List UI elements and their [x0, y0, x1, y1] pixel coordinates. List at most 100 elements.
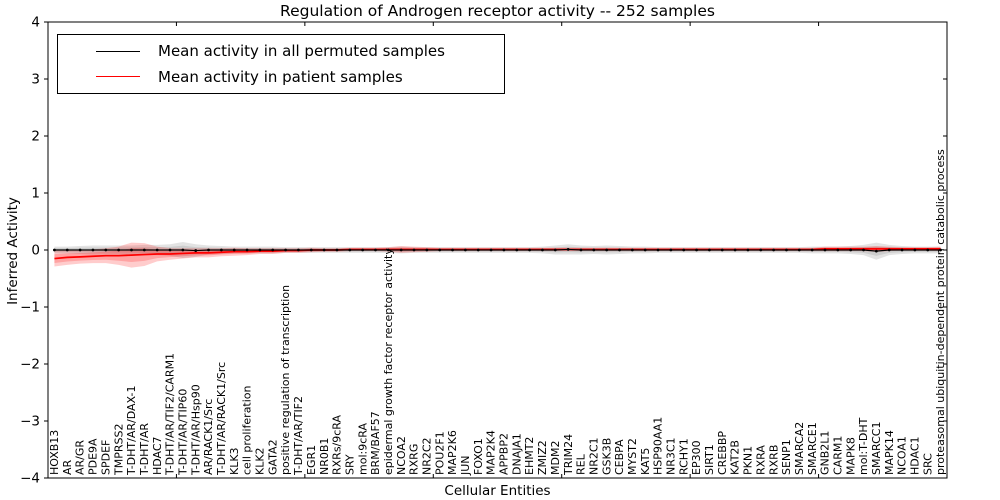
permuted-marker [65, 248, 69, 252]
y-tick-label: −4 [20, 471, 40, 487]
category-label: proteasomal ubiquitin-dependent protein … [934, 149, 947, 475]
category-label: epidermal growth factor receptor activit… [382, 248, 395, 475]
category-label: SIRT1 [703, 444, 716, 475]
category-label: REL [575, 453, 588, 475]
category-label: T-DHT/AR [138, 423, 151, 476]
category-label: ZMIZ2 [536, 440, 549, 475]
permuted-marker [463, 248, 467, 252]
permuted-marker [797, 248, 801, 252]
permuted-marker [425, 248, 429, 252]
category-label: mol:T-DHT [857, 417, 870, 475]
permuted-marker [476, 248, 480, 252]
permuted-mean-line [54, 248, 941, 252]
category-label: SRY [343, 454, 356, 475]
category-label: SMARCE1 [806, 422, 819, 475]
legend-label-patient: Mean activity in patient samples [158, 67, 403, 86]
category-label: NR2C1 [587, 437, 600, 475]
y-tick-label: −1 [20, 300, 40, 316]
category-label: DNAJA1 [510, 433, 523, 475]
category-label: T-DHT/AR/TIF2 [292, 396, 305, 476]
permuted-marker [515, 248, 519, 252]
permuted-marker [810, 248, 814, 252]
category-label: RXRs/9cRA [331, 414, 344, 475]
category-label: T-DHT/AR/DAX-1 [125, 386, 138, 476]
legend-line-permuted-icon [96, 50, 140, 52]
permuted-marker [605, 248, 609, 252]
permuted-marker [643, 248, 647, 252]
permuted-marker [271, 248, 275, 252]
permuted-marker [309, 248, 313, 252]
permuted-marker [772, 248, 776, 252]
permuted-marker [926, 248, 930, 252]
permuted-marker [142, 248, 146, 252]
category-label: positive regulation of transcription [279, 285, 292, 475]
category-label: GATA2 [266, 439, 279, 475]
category-label: MAPK14 [883, 430, 896, 475]
permuted-marker [785, 248, 788, 252]
x-axis-label: Cellular Entities [444, 483, 551, 499]
y-tick-label: 3 [31, 72, 40, 88]
category-label: T-DHT/AR/TIP60 [176, 389, 189, 476]
category-label: HDAC7 [151, 436, 164, 475]
permuted-marker [849, 248, 853, 252]
permuted-marker [78, 248, 82, 252]
category-label: KLK2 [254, 447, 267, 475]
legend-line-patient-icon [96, 76, 140, 78]
permuted-marker [489, 248, 493, 252]
y-tick-label: 4 [31, 15, 40, 31]
category-label: HOXB13 [48, 430, 61, 475]
permuted-marker [194, 249, 198, 252]
permuted-marker [155, 248, 159, 252]
category-label: EP300 [690, 440, 703, 475]
category-label: AR [61, 459, 74, 475]
legend-label-permuted: Mean activity in all permuted samples [158, 42, 445, 61]
category-label: NR3C1 [665, 437, 678, 475]
y-tick-label: −3 [20, 414, 40, 430]
category-label: CREBBP [716, 431, 729, 475]
y-tick-label: −2 [20, 357, 40, 373]
category-label: BRM/BAF57 [369, 411, 382, 475]
category-label: SENP1 [780, 439, 793, 475]
y-tick-label: 0 [31, 243, 40, 259]
permuted-marker [669, 248, 673, 252]
legend-item-permuted: Mean activity in all permuted samples [58, 42, 504, 60]
category-label: cell proliferation [241, 385, 254, 475]
category-label: AR/RACK1/Src [202, 399, 215, 475]
permuted-marker [297, 248, 300, 252]
permuted-marker [541, 248, 544, 252]
permuted-marker [168, 248, 172, 252]
category-label: T-DHT/AR/RACK1/Src [215, 362, 228, 476]
permuted-marker [284, 248, 287, 252]
permuted-marker [759, 248, 763, 252]
permuted-marker [708, 248, 711, 252]
permuted-marker [618, 248, 621, 252]
category-label: FOXO1 [472, 438, 485, 475]
permuted-marker [566, 248, 570, 251]
category-label: GSK3B [600, 438, 613, 475]
permuted-marker [386, 248, 390, 252]
legend: Mean activity in all permuted samples Me… [57, 34, 505, 94]
permuted-marker [232, 248, 236, 252]
category-label: POU2F1 [433, 431, 446, 475]
permuted-marker [579, 248, 583, 252]
category-label: GNB2L1 [819, 431, 832, 475]
category-label: T-DHT/AR/TIF2/CARM1 [164, 353, 177, 476]
category-label: T-DHT/AR/Hsp90 [189, 384, 202, 476]
permuted-band-inner [54, 245, 941, 256]
permuted-band-outer [54, 242, 941, 260]
permuted-marker [361, 248, 365, 252]
category-label: PKN1 [742, 446, 755, 475]
permuted-marker [630, 248, 634, 252]
category-label: MAP2K6 [446, 430, 459, 475]
category-label: EHMT2 [523, 437, 536, 475]
category-label: MAPK8 [844, 437, 857, 475]
permuted-marker [528, 248, 532, 252]
permuted-marker [823, 248, 827, 252]
category-label: SMARCA2 [793, 422, 806, 475]
category-label: JUN [459, 455, 472, 476]
category-label: HSP90AA1 [652, 417, 665, 475]
category-label: RXRG [408, 444, 421, 475]
permuted-marker [181, 248, 185, 252]
category-label: MAP2K4 [485, 430, 498, 475]
permuted-marker [374, 248, 377, 252]
